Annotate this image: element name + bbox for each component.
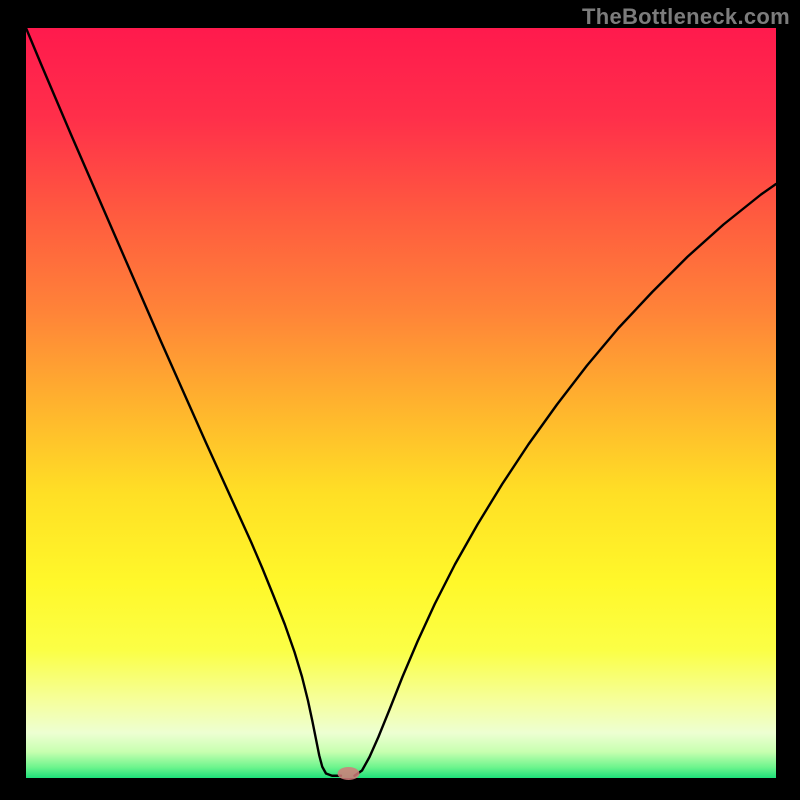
chart-canvas: TheBottleneck.com <box>0 0 800 800</box>
watermark-text: TheBottleneck.com <box>582 4 790 30</box>
bottleneck-chart-svg <box>0 0 800 800</box>
minimum-marker <box>338 767 360 780</box>
plot-background <box>26 28 776 778</box>
